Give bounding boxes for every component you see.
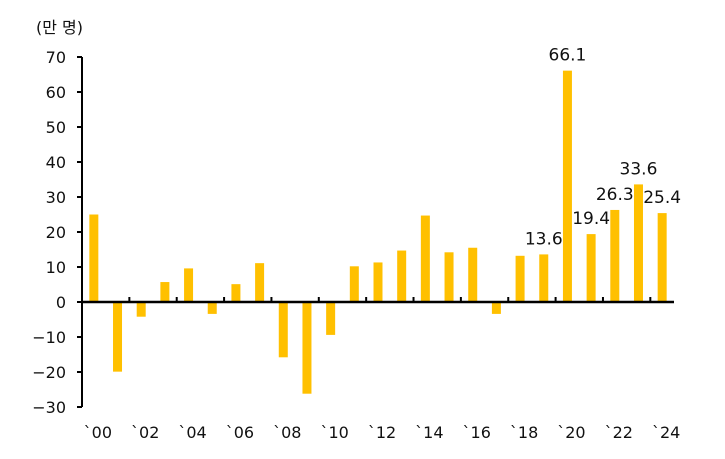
bar-2001 — [113, 302, 123, 372]
bar-2014 — [420, 215, 430, 302]
bar-2015 — [444, 252, 454, 302]
y-tick-label: 70 — [46, 48, 66, 67]
bar-2019 — [539, 254, 549, 302]
bar-2004 — [184, 268, 194, 302]
bar-2000 — [89, 214, 99, 302]
x-tick-label: `10 — [320, 423, 348, 442]
data-label-2020: 66.1 — [549, 46, 587, 66]
data-label-2023: 33.6 — [620, 159, 658, 179]
x-tick-label: `18 — [510, 423, 538, 442]
bar-2016 — [468, 247, 478, 302]
x-tick-label: `00 — [84, 423, 112, 442]
y-tick-label: 20 — [46, 223, 66, 242]
y-tick-label: 60 — [46, 83, 66, 102]
bar-2012 — [373, 262, 383, 302]
x-tick-label: `24 — [652, 423, 680, 442]
bar-2002 — [136, 302, 146, 317]
x-tick-label: `02 — [131, 423, 159, 442]
bar-2006 — [231, 284, 241, 302]
data-label-2024: 25.4 — [643, 188, 681, 208]
data-label-2019: 13.6 — [525, 229, 563, 249]
x-tick-label: `04 — [178, 423, 206, 442]
data-label-2021: 19.4 — [572, 209, 610, 229]
bar-2024 — [657, 213, 667, 302]
x-tick-label: `08 — [273, 423, 301, 442]
y-tick-label: −20 — [32, 363, 66, 382]
y-tick-label: −30 — [32, 398, 66, 417]
y-tick-label: 0 — [56, 293, 66, 312]
bar-2013 — [397, 250, 407, 302]
x-tick-label: `22 — [605, 423, 633, 442]
bar-2018 — [515, 255, 525, 302]
y-tick-label: −10 — [32, 328, 66, 347]
x-tick-label: `14 — [415, 423, 443, 442]
bar-2020 — [562, 70, 572, 303]
x-tick-label: `12 — [368, 423, 396, 442]
y-tick-label: 50 — [46, 118, 66, 137]
x-tick-label: `20 — [557, 423, 585, 442]
data-label-2022: 26.3 — [596, 185, 634, 205]
bar-2010 — [326, 302, 336, 335]
bar-2005 — [207, 302, 217, 314]
bar-2017 — [491, 302, 501, 314]
x-tick-label: `16 — [463, 423, 491, 442]
y-tick-label: 40 — [46, 153, 66, 172]
bar-2023 — [633, 184, 643, 302]
y-axis-label: (만 명) — [36, 18, 83, 37]
bar-2007 — [255, 263, 265, 302]
bar-2008 — [278, 302, 288, 358]
bar-2021 — [586, 234, 596, 302]
y-tick-label: 30 — [46, 188, 66, 207]
y-tick-label: 10 — [46, 258, 66, 277]
bar-2003 — [160, 282, 170, 302]
bar-2011 — [349, 266, 359, 302]
x-tick-label: `06 — [226, 423, 254, 442]
bar-2022 — [610, 209, 620, 302]
bar-2009 — [302, 302, 312, 394]
